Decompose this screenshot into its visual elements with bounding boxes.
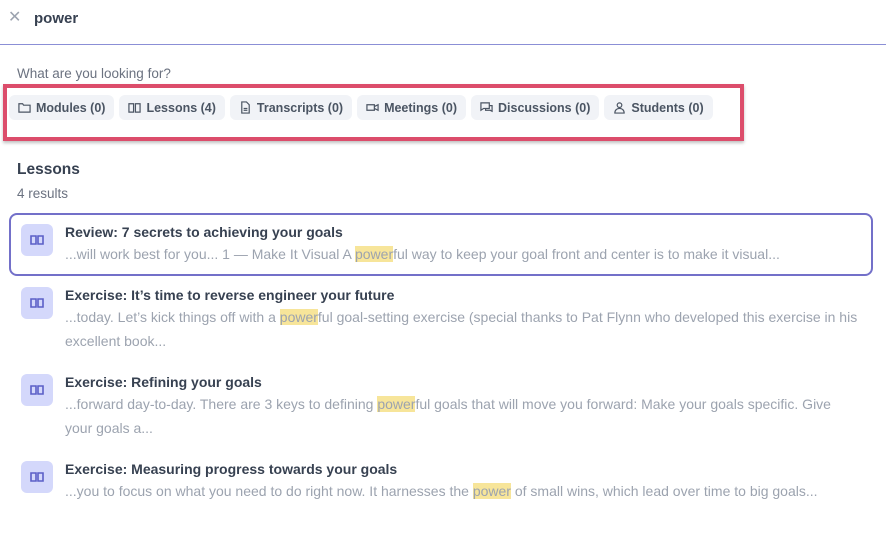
chip-label: Lessons (4) (146, 100, 216, 115)
book-icon (21, 374, 53, 406)
result-snippet: ...forward day-to-day. There are 3 keys … (65, 396, 831, 436)
filter-chips: Modules (0) Lessons (4) Transcripts (0) … (9, 95, 713, 120)
result-title: Exercise: Refining your goals (65, 374, 262, 390)
result-item[interactable]: Exercise: Measuring progress towards you… (9, 450, 873, 513)
results-list: Review: 7 secrets to achieving your goal… (9, 213, 873, 513)
search-input[interactable] (34, 9, 534, 27)
book-icon (128, 103, 142, 113)
filter-discussions[interactable]: Discussions (0) (471, 95, 600, 120)
book-icon (21, 224, 53, 256)
match-highlight: power (377, 396, 416, 412)
result-item[interactable]: Exercise: It’s time to reverse engineer … (9, 276, 873, 363)
chat-icon (480, 102, 493, 113)
chip-label: Transcripts (0) (256, 100, 344, 115)
chip-label: Meetings (0) (384, 100, 457, 115)
filter-students[interactable]: Students (0) (604, 95, 713, 120)
result-title: Review: 7 secrets to achieving your goal… (65, 224, 343, 240)
book-icon (21, 461, 53, 493)
book-icon (21, 287, 53, 319)
filter-lessons[interactable]: Lessons (4) (119, 95, 225, 120)
match-highlight: power (279, 309, 318, 325)
video-icon (366, 103, 379, 112)
filter-transcripts[interactable]: Transcripts (0) (229, 95, 353, 120)
result-snippet: ...today. Let’s kick things off with a p… (65, 309, 858, 349)
result-title: Exercise: It’s time to reverse engineer … (65, 287, 395, 303)
chip-label: Modules (0) (36, 100, 106, 115)
section-title: Lessons (17, 161, 80, 178)
chip-label: Students (0) (631, 100, 704, 115)
user-icon (614, 102, 626, 114)
filter-meetings[interactable]: Meetings (0) (357, 95, 466, 120)
filter-prompt: What are you looking for? (17, 66, 171, 81)
match-highlight: power (354, 246, 394, 262)
close-icon[interactable]: ✕ (8, 9, 22, 26)
result-item[interactable]: Review: 7 secrets to achieving your goal… (9, 213, 873, 276)
document-icon (241, 101, 250, 114)
search-bar: ✕ (0, 0, 886, 45)
annotation-highlight-box (3, 84, 744, 141)
filter-modules[interactable]: Modules (0) (9, 95, 115, 120)
result-count: 4 results (17, 186, 69, 201)
result-title: Exercise: Measuring progress towards you… (65, 461, 398, 477)
folder-icon (18, 103, 31, 113)
match-highlight: power (472, 483, 511, 499)
result-snippet: ...will work best for you... 1 — Make It… (65, 246, 780, 262)
result-snippet: ...you to focus on what you need to do r… (65, 483, 818, 499)
result-item[interactable]: Exercise: Refining your goals ...forward… (9, 363, 873, 450)
chip-label: Discussions (0) (498, 100, 591, 115)
